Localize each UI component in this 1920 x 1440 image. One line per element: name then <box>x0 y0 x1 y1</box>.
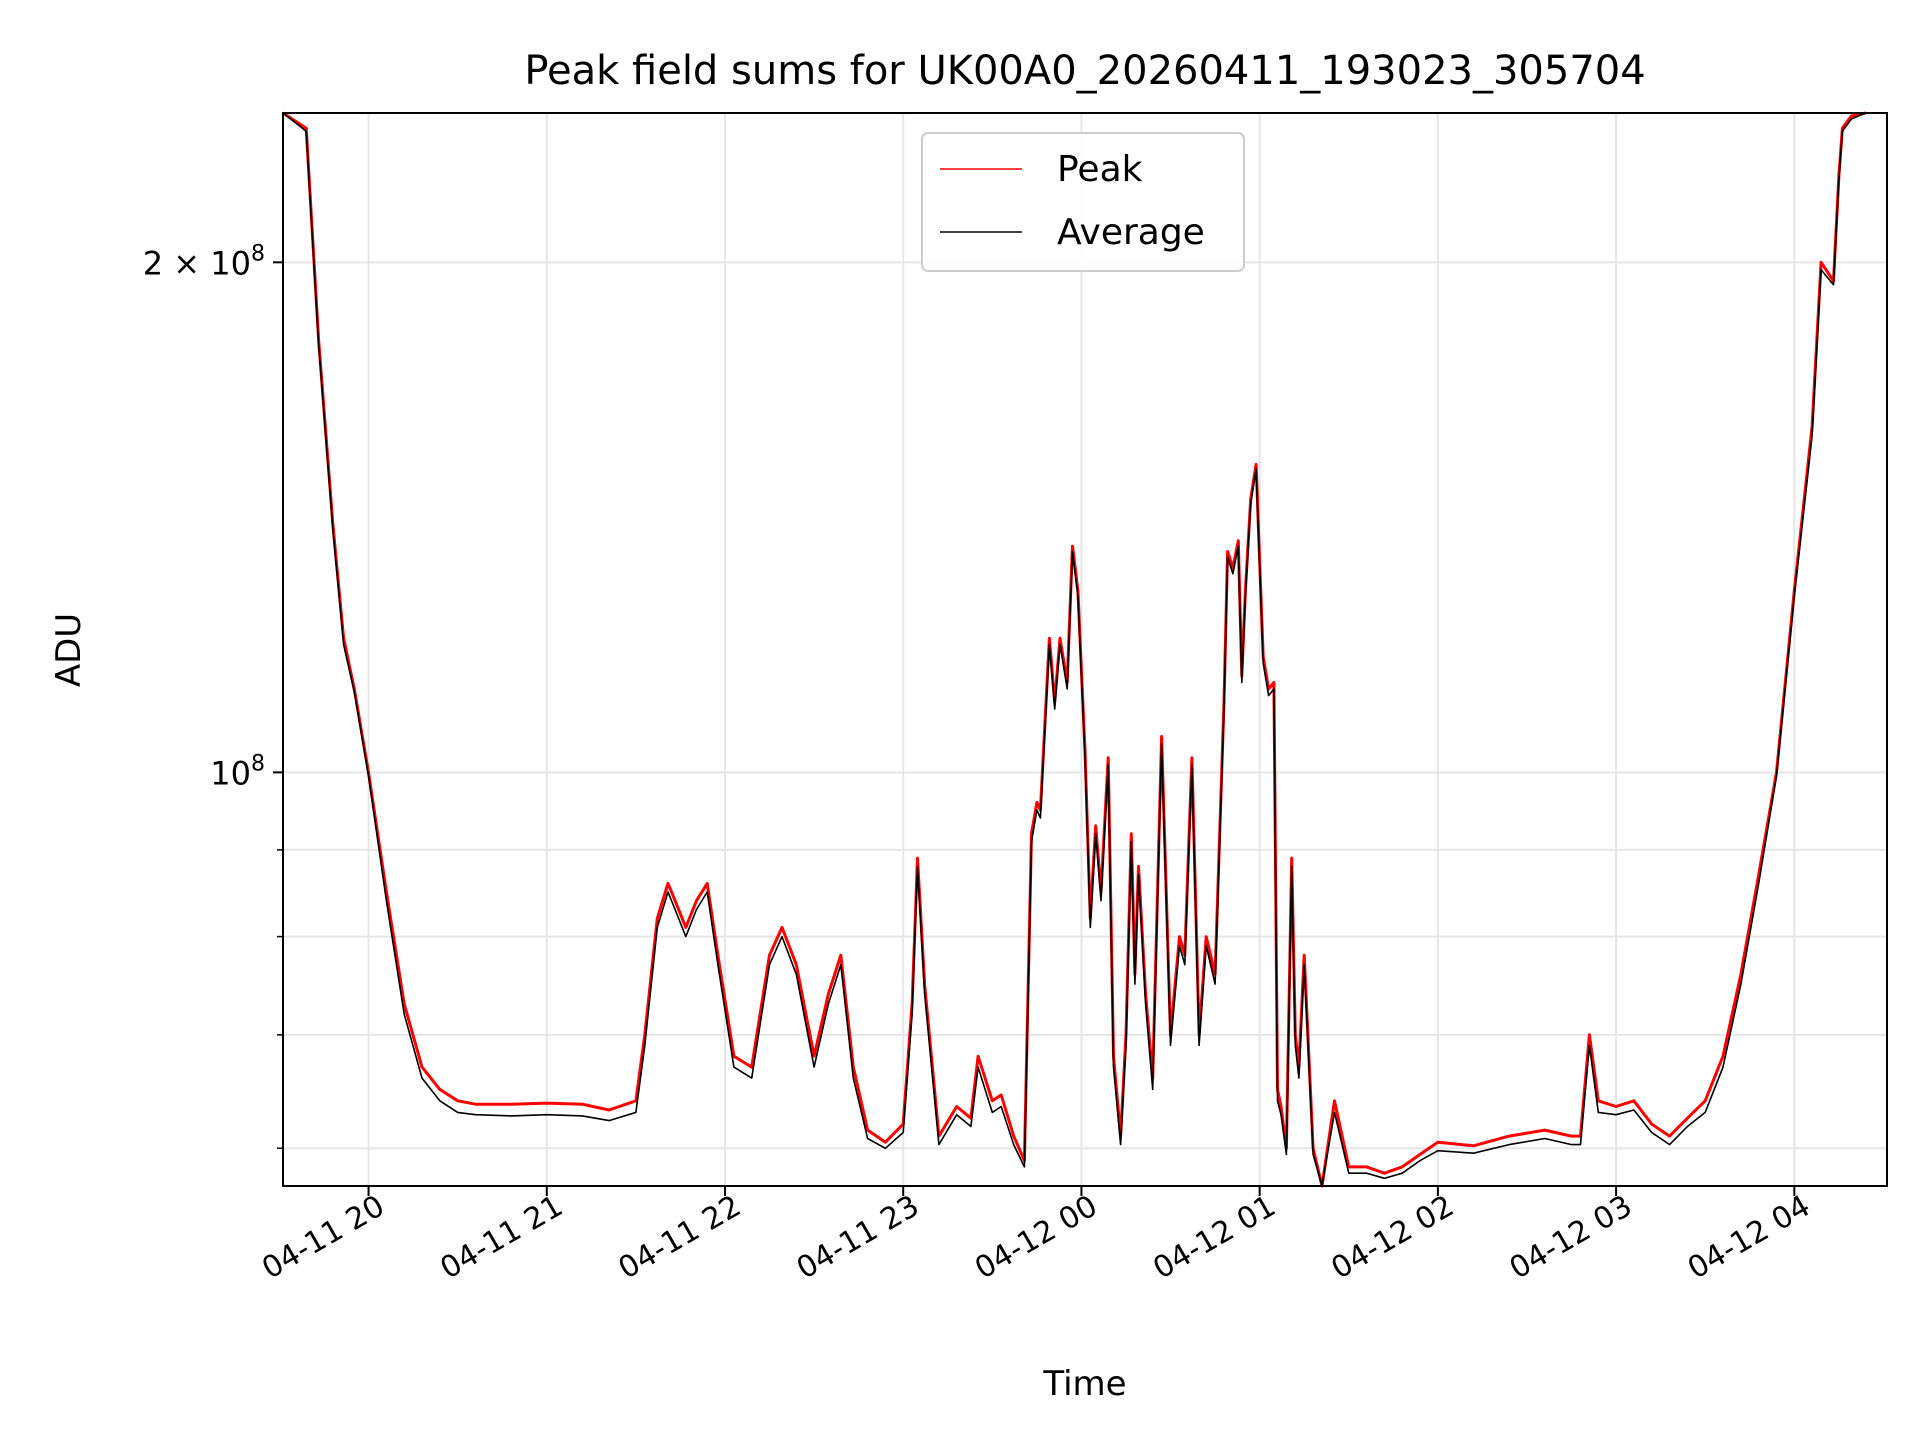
y-tick-coef: 2 × <box>143 244 211 282</box>
series-line-average <box>282 112 1866 1187</box>
legend: Peak Average <box>921 132 1245 272</box>
y-tick-base: 10 <box>210 754 251 792</box>
y-tick-label: 2 × 108 <box>143 241 265 282</box>
legend-label-peak: Peak <box>1057 149 1143 190</box>
y-tick-exponent: 8 <box>251 751 265 776</box>
y-tick-base: 10 <box>210 244 251 282</box>
plot-frame <box>282 112 1888 1187</box>
y-tick-exponent: 8 <box>251 241 265 266</box>
y-tick-label: 108 <box>210 751 265 792</box>
x-axis-label: Time <box>1042 1364 1126 1404</box>
legend-label-average: Average <box>1057 212 1205 253</box>
y-axis-label: ADU <box>49 613 89 687</box>
series-group <box>282 111 1866 1188</box>
legend-box <box>921 132 1245 272</box>
chart-title: Peak field sums for UK00A0_20260411_1930… <box>524 48 1645 94</box>
